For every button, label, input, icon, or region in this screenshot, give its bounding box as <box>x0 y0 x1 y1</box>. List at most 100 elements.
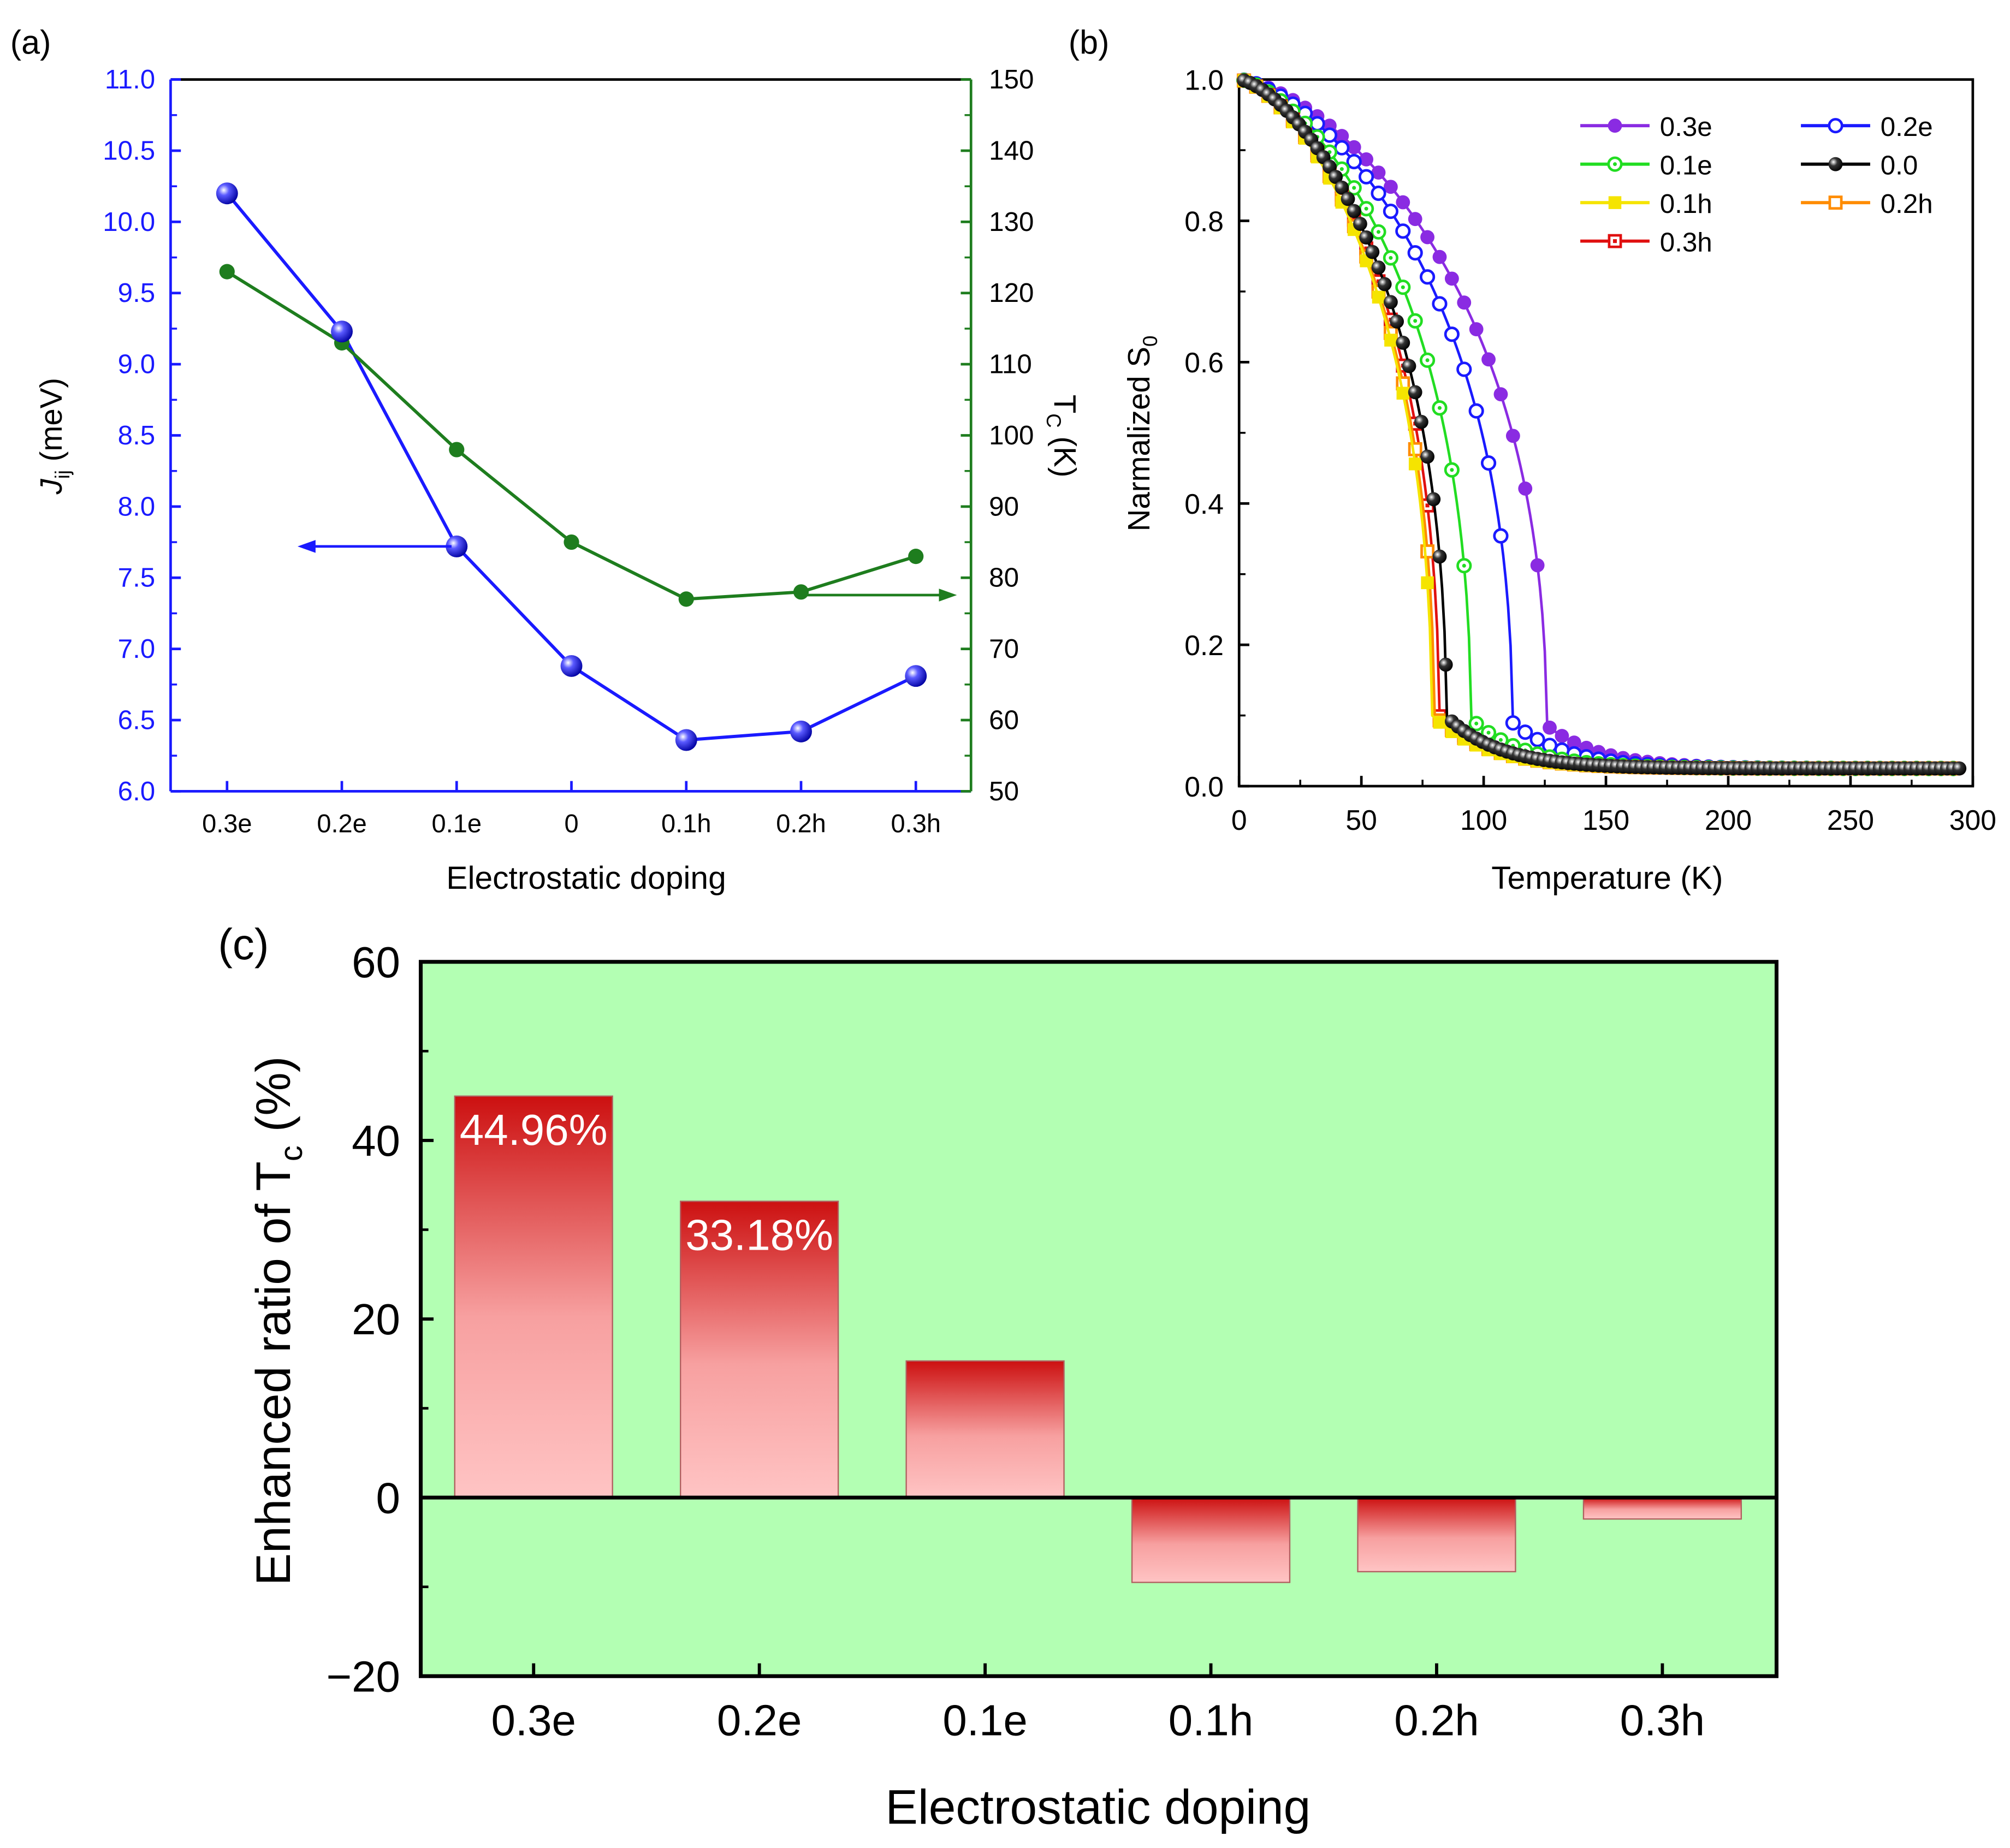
data-point <box>1444 271 1459 286</box>
y-tick-label: 0.6 <box>1184 347 1224 378</box>
data-point <box>1420 544 1434 558</box>
data-point <box>1543 720 1557 735</box>
y-right-tick-label: 90 <box>989 491 1019 521</box>
x-axis-label: Electrostatic doping <box>446 860 726 896</box>
data-point-dot <box>1389 255 1393 260</box>
y-left-tick-label: 8.5 <box>118 420 156 450</box>
series-0.1e <box>1236 73 1963 776</box>
legend-item: 0.2e <box>1801 112 1933 142</box>
y-tick-label: 20 <box>352 1295 400 1344</box>
data-point-dot <box>1339 167 1344 171</box>
bar-0.2h <box>1357 1496 1516 1573</box>
x-tick-label: 250 <box>1827 804 1874 836</box>
y-right-tick-label: 130 <box>989 207 1034 237</box>
data-point <box>1433 716 1446 729</box>
legend-item: 0.3e <box>1580 112 1712 142</box>
tc-point <box>564 534 579 550</box>
data-point <box>1359 152 1374 167</box>
data-point <box>1518 481 1533 496</box>
data-point <box>1432 549 1447 564</box>
jij-point <box>331 320 353 343</box>
x-tick-label: 300 <box>1949 804 1996 836</box>
data-point <box>1346 153 1362 170</box>
data-point <box>1341 192 1355 206</box>
data-point <box>1383 203 1398 219</box>
data-point <box>1396 335 1410 350</box>
x-tick-label: 0.2h <box>776 809 826 838</box>
tc-point <box>793 584 809 600</box>
y-left-tick-label: 6.5 <box>118 705 156 735</box>
legend-item: 0.2h <box>1801 189 1933 219</box>
x-tick-label: 0.1h <box>1169 1696 1253 1744</box>
panel-a: (a) 6.0 6.5 7.0 7.5 8.0 8.5 9.0 9.5 10.0 10.5 11.0 5… <box>10 24 1082 896</box>
bar-0.1e <box>905 1360 1065 1499</box>
tc-point <box>908 549 924 564</box>
jij-point <box>560 655 583 677</box>
x-tick-label: 0 <box>564 809 578 838</box>
jij-point <box>790 720 812 742</box>
data-point <box>1371 165 1386 180</box>
y-axis-label: Narmalized S0 <box>1122 336 1161 532</box>
legend-label: 0.1e <box>1660 150 1712 180</box>
data-point-dot <box>1474 721 1479 726</box>
x-axis-label: Electrostatic doping <box>885 1779 1311 1834</box>
y-left-tick-label: 6.0 <box>118 776 156 806</box>
y-tick-label: 0 <box>376 1473 400 1522</box>
x-tick-label: 150 <box>1582 804 1629 836</box>
series-0.1h <box>1237 74 1963 775</box>
data-point <box>1505 715 1521 731</box>
data-point <box>1555 729 1569 743</box>
y-tick-label: 40 <box>352 1116 400 1165</box>
data-point <box>1505 429 1520 443</box>
legend-label: 0.3h <box>1660 227 1712 257</box>
x-tick-label: 0.3h <box>891 809 941 838</box>
y-axis-label: Enhanced ratio of Tc (%) <box>246 1056 309 1586</box>
data-point <box>1329 170 1343 184</box>
data-point-dot <box>1612 162 1617 167</box>
y-left-tick-label: 10.0 <box>103 207 155 237</box>
series-0.2e <box>1236 72 1963 776</box>
bar-data-label: 44.96% <box>460 1106 608 1154</box>
data-point <box>1371 185 1386 201</box>
y-tick-label: 0.8 <box>1184 205 1224 237</box>
data-point <box>1372 290 1385 304</box>
tc-point <box>678 591 694 607</box>
data-point <box>1353 217 1367 231</box>
data-point <box>1414 414 1428 429</box>
data-point <box>1432 249 1447 264</box>
data-point-dot <box>1413 319 1418 323</box>
jij-point <box>675 729 697 751</box>
data-point-dot <box>1401 285 1405 289</box>
data-point <box>1395 223 1411 239</box>
y-left-tick-label: 9.0 <box>118 349 156 379</box>
data-point <box>1321 127 1338 143</box>
y-tick-label: 60 <box>352 938 400 987</box>
data-point-dot <box>1486 730 1491 735</box>
y-tick-label: 0.4 <box>1184 488 1224 520</box>
legend-label: 0.2h <box>1881 189 1933 219</box>
legend-item: 0.1e <box>1580 150 1712 180</box>
jij-point <box>446 535 468 557</box>
y-left-axis-label: Jij (meV) <box>34 378 74 495</box>
x-tick-label: 0.1e <box>432 809 482 838</box>
data-point <box>1421 576 1434 590</box>
data-point <box>1426 492 1441 507</box>
x-tick-label: 0.1h <box>661 809 711 838</box>
x-tick-label: 0 <box>1231 804 1247 836</box>
bar-0.1h <box>1131 1496 1291 1583</box>
data-point-dot <box>1462 563 1466 568</box>
data-point <box>1396 387 1410 400</box>
y-right-tick-label: 100 <box>989 420 1034 450</box>
data-point <box>1408 212 1422 227</box>
legend: 0.3e 0.1e 0.1h 0.3h 0.2e 0.0 0.2h <box>1580 112 1933 257</box>
y-left-tick-label: 10.5 <box>103 135 155 165</box>
x-tick-label: 0.2e <box>717 1696 802 1744</box>
data-point <box>1323 159 1337 174</box>
data-point <box>1493 528 1509 544</box>
tc-point <box>219 264 235 280</box>
y-right-tick-label: 70 <box>989 634 1019 664</box>
data-point <box>1335 180 1349 195</box>
data-point <box>1408 385 1422 400</box>
x-axis-label: Temperature (K) <box>1491 860 1723 896</box>
